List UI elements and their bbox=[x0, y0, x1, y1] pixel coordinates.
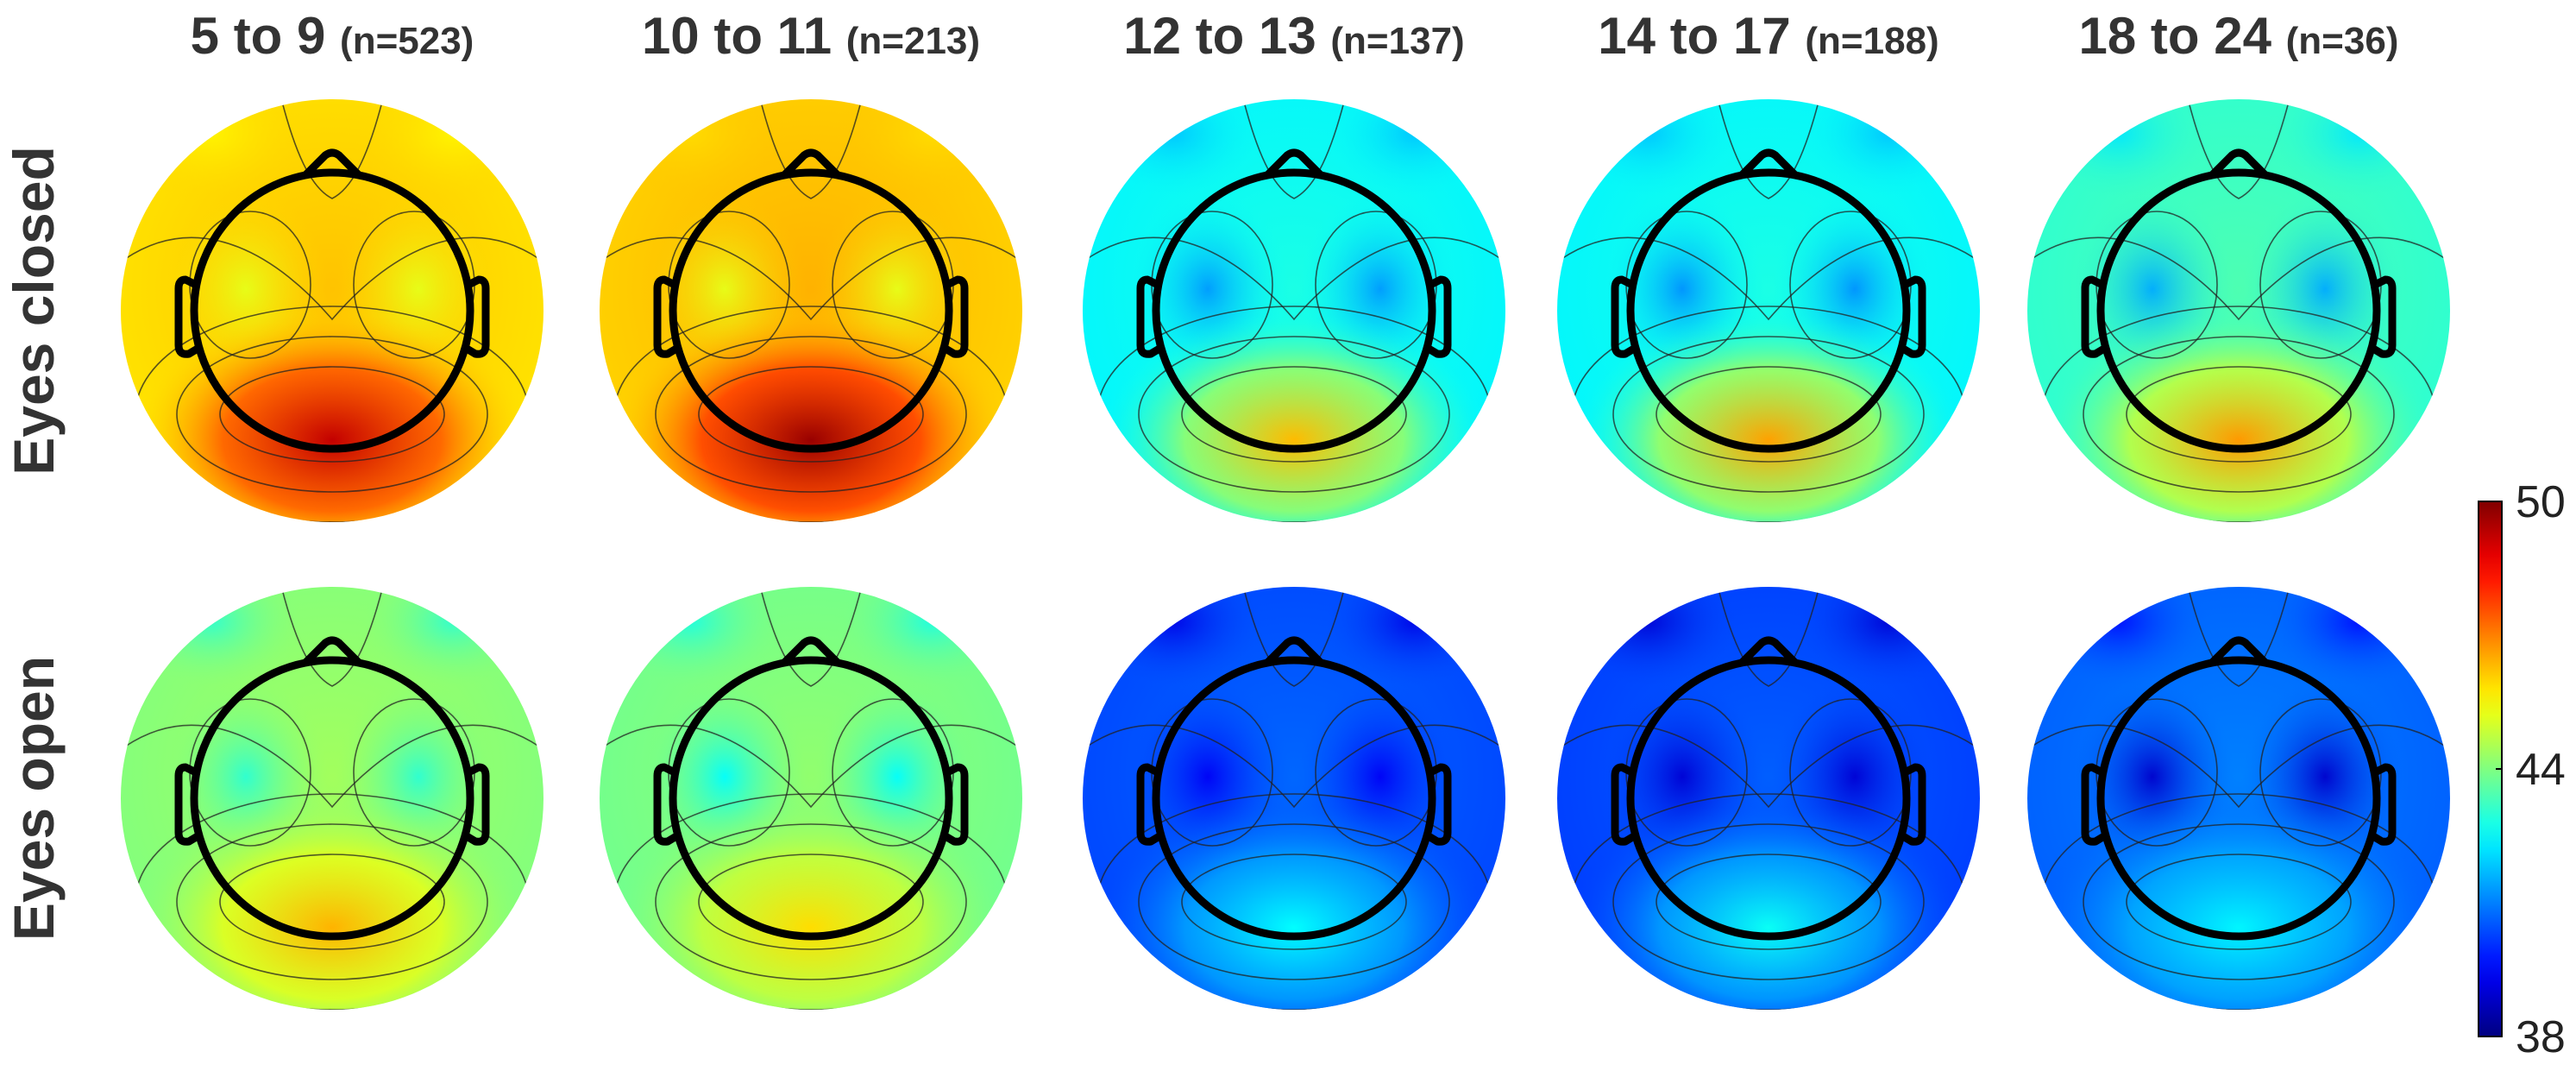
sample-size-label: (n=188) bbox=[1805, 20, 1938, 62]
head-outline bbox=[1626, 656, 1911, 941]
scalp-map bbox=[600, 587, 1022, 1010]
left-ear-outline bbox=[653, 275, 679, 358]
scalp-map bbox=[2027, 587, 2450, 1010]
scalp-map bbox=[1083, 99, 1505, 522]
row-label: Eyes closed bbox=[2, 146, 66, 476]
right-ear-outline bbox=[2371, 275, 2397, 358]
left-ear-outline bbox=[1136, 763, 1162, 846]
scalp-map bbox=[1083, 587, 1505, 1010]
sample-size-label: (n=523) bbox=[340, 20, 474, 62]
head-outline bbox=[1626, 168, 1911, 453]
sample-size-label: (n=137) bbox=[1330, 20, 1464, 62]
nose-outline bbox=[2208, 148, 2270, 180]
right-ear-outline bbox=[943, 275, 969, 358]
left-ear-outline bbox=[653, 763, 679, 846]
scalp-map bbox=[1557, 99, 1980, 522]
head-outline bbox=[1152, 656, 1436, 941]
column-titles: 5 to 9 (n=523) 10 to 11 (n=213) 12 to 13 (… bbox=[191, 7, 2399, 65]
head-outline bbox=[2096, 168, 2381, 453]
age-range-label: 18 to 24 bbox=[2079, 7, 2286, 65]
head-outline bbox=[190, 656, 474, 941]
head-outline bbox=[2096, 656, 2381, 941]
nose-outline bbox=[1263, 636, 1325, 667]
nose-outline bbox=[1737, 148, 1800, 180]
nose-outline bbox=[1737, 636, 1800, 667]
right-ear-outline bbox=[1426, 763, 1452, 846]
scalp-maps bbox=[121, 99, 2450, 1010]
right-ear-outline bbox=[1901, 275, 1926, 358]
right-ear-outline bbox=[1901, 763, 1926, 846]
head-outline bbox=[190, 168, 474, 453]
right-ear-outline bbox=[1426, 275, 1452, 358]
head-outline bbox=[1152, 168, 1436, 453]
left-ear-outline bbox=[1136, 275, 1162, 358]
age-range-label: 10 to 11 bbox=[642, 7, 846, 65]
nose-outline bbox=[1263, 148, 1325, 180]
left-ear-outline bbox=[2081, 763, 2107, 846]
scalp-map bbox=[121, 587, 543, 1010]
nose-outline bbox=[2208, 636, 2270, 667]
sample-size-label: (n=36) bbox=[2286, 20, 2399, 62]
head-outline bbox=[669, 168, 953, 453]
column-title: 5 to 9 (n=523) bbox=[191, 7, 474, 65]
left-ear-outline bbox=[174, 763, 200, 846]
column-title: 14 to 17 (n=188) bbox=[1598, 7, 1938, 65]
colorbar-tick-label: 38 bbox=[2516, 1012, 2566, 1062]
right-ear-outline bbox=[943, 763, 969, 846]
scalp-map bbox=[600, 99, 1022, 522]
nose-outline bbox=[780, 148, 842, 180]
colorbar-tick-label: 44 bbox=[2516, 745, 2566, 795]
age-range-label: 12 to 13 bbox=[1123, 7, 1330, 65]
column-title: 10 to 11 (n=213) bbox=[642, 7, 980, 65]
colorbar-tick-label: 50 bbox=[2516, 477, 2566, 527]
scalp-map bbox=[1557, 587, 1980, 1010]
head-outline bbox=[669, 656, 953, 941]
scalp-map bbox=[121, 99, 543, 522]
nose-outline bbox=[301, 636, 363, 667]
left-ear-outline bbox=[1611, 763, 1637, 846]
column-title: 18 to 24 (n=36) bbox=[2079, 7, 2399, 65]
age-range-label: 5 to 9 bbox=[191, 7, 340, 65]
column-title: 12 to 13 (n=137) bbox=[1123, 7, 1464, 65]
left-ear-outline bbox=[1611, 275, 1637, 358]
right-ear-outline bbox=[464, 275, 490, 358]
sample-size-label: (n=213) bbox=[846, 20, 980, 62]
right-ear-outline bbox=[2371, 763, 2397, 846]
row-labels: Eyes closed Eyes open bbox=[2, 146, 66, 941]
right-ear-outline bbox=[464, 763, 490, 846]
age-range-label: 14 to 17 bbox=[1598, 7, 1805, 65]
scalp-map bbox=[2027, 99, 2450, 522]
row-label: Eyes open bbox=[2, 656, 66, 941]
left-ear-outline bbox=[2081, 275, 2107, 358]
left-ear-outline bbox=[174, 275, 200, 358]
nose-outline bbox=[780, 636, 842, 667]
colorbar: 50 44 38 bbox=[2478, 477, 2566, 1062]
nose-outline bbox=[301, 148, 363, 180]
